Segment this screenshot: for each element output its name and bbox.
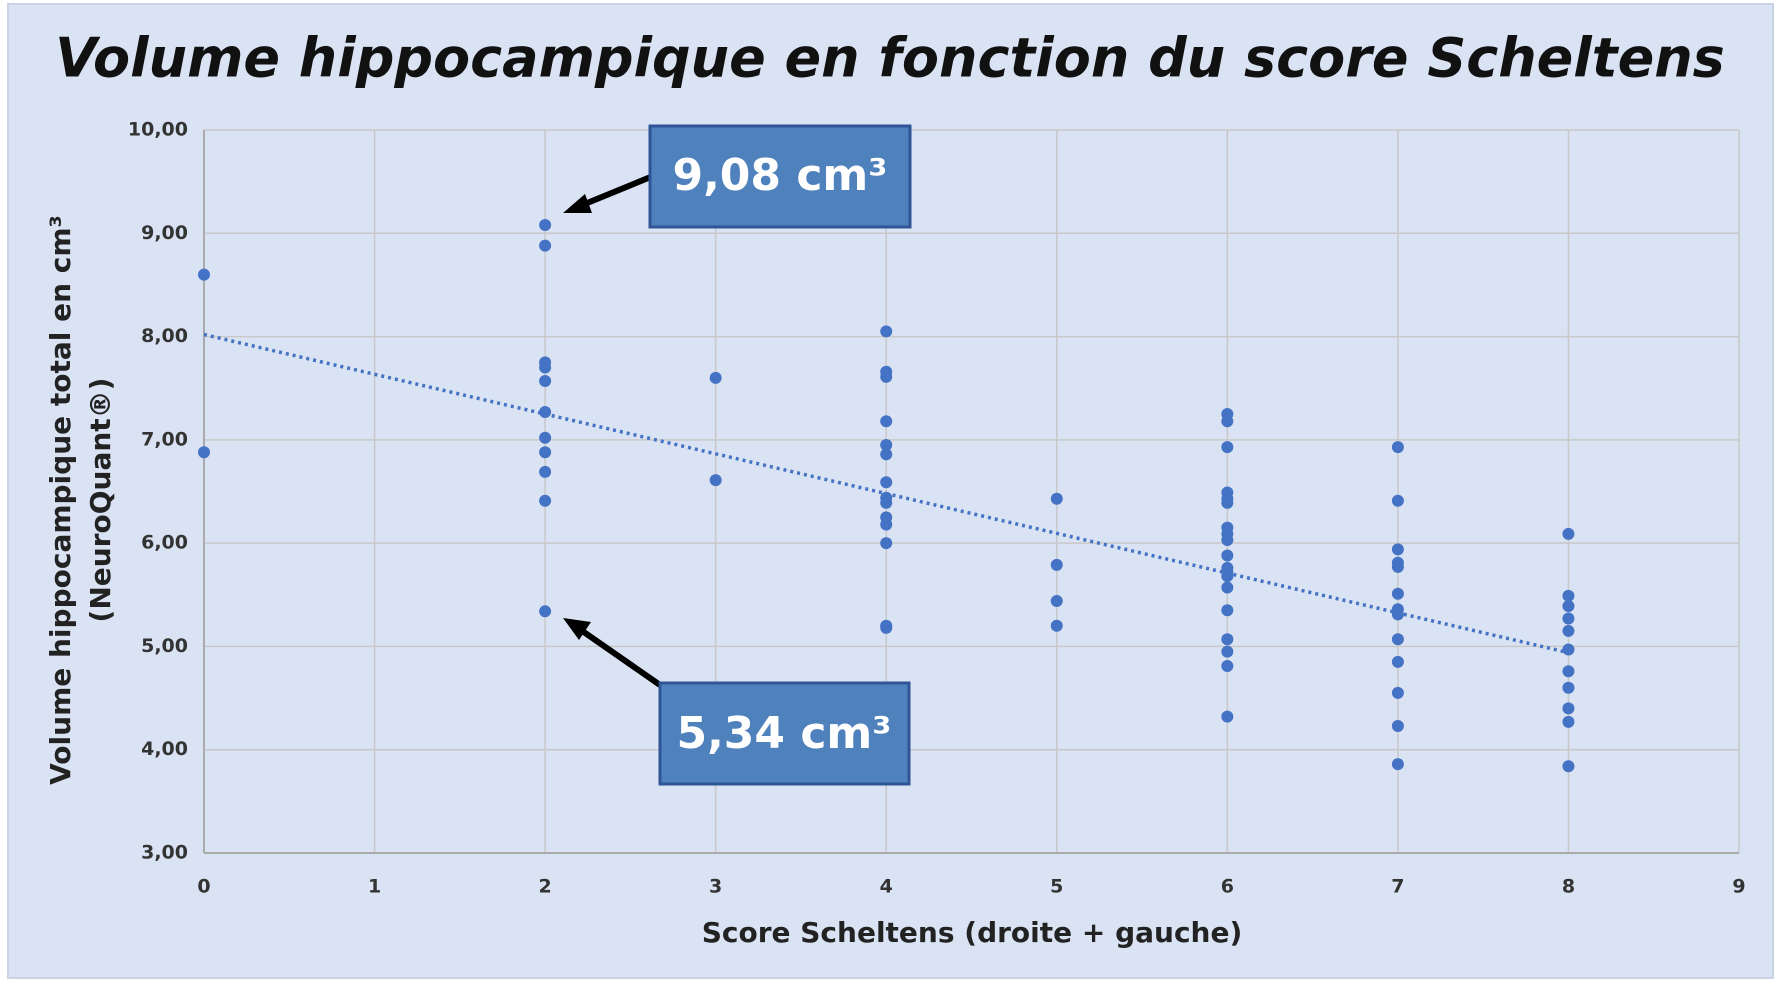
x-tick-label: 9 (1732, 876, 1745, 898)
point (1391, 719, 1404, 732)
point (1050, 492, 1063, 505)
y-axis-label-line: Volume hippocampique total en cm³ (44, 215, 77, 785)
chart-title: Volume hippocampique en fonction du scor… (55, 27, 1725, 90)
point (880, 537, 893, 550)
point (1391, 543, 1404, 556)
x-tick-label: 6 (1221, 876, 1234, 898)
point (1391, 655, 1404, 668)
plot: 3,00 4,00 5,00 6,00 7,00 8,00 9,00 10,00 0 1 2 3 4 5 6… (128, 119, 1746, 898)
point (1050, 594, 1063, 607)
point (1391, 560, 1404, 573)
point (539, 494, 552, 507)
point (1221, 660, 1234, 673)
point (880, 518, 893, 531)
y-tick-label: 10,00 (128, 119, 188, 141)
point (198, 446, 210, 459)
point (1221, 581, 1234, 594)
point (880, 415, 893, 428)
point (1562, 702, 1575, 715)
point (1221, 534, 1234, 547)
point (709, 474, 722, 487)
annotation-box (648, 124, 912, 229)
x-axis-label: Score Scheltens (droite + gauche) (702, 916, 1243, 949)
point (1221, 604, 1234, 617)
point (539, 446, 552, 459)
point (1221, 549, 1234, 562)
point (539, 405, 552, 418)
point (539, 219, 552, 232)
x-tick-label: 5 (1050, 876, 1063, 898)
point (539, 431, 552, 444)
point (880, 325, 893, 338)
y-axis-label: Volume hippocampique total en cm³ (Neuro… (44, 215, 117, 785)
point (1221, 633, 1234, 646)
point (1562, 715, 1575, 728)
point (539, 465, 552, 478)
x-tick-label: 4 (880, 876, 893, 898)
point (1391, 587, 1404, 600)
point (1562, 612, 1575, 625)
y-axis-label-line: (NeuroQuant®) (84, 378, 117, 623)
point (1050, 558, 1063, 571)
x-tick-label: 0 (197, 876, 210, 898)
point (1221, 415, 1234, 428)
point (1050, 619, 1063, 632)
point (880, 476, 893, 489)
arrow (576, 625, 662, 688)
point (1562, 600, 1575, 613)
x-tick-label: 1 (368, 876, 381, 898)
point (1221, 710, 1234, 723)
y-tick-label: 8,00 (141, 325, 188, 347)
annotation-box (658, 681, 911, 786)
point (1391, 441, 1404, 454)
point (880, 370, 893, 383)
point (880, 439, 893, 452)
y-tick-label: 4,00 (141, 738, 188, 760)
annotations: 9,08 cm³ 5,34 cm³ (563, 124, 912, 786)
point (1221, 570, 1234, 583)
y-tick-label: 9,00 (141, 222, 188, 244)
arrow-head (563, 194, 592, 213)
point (1221, 441, 1234, 454)
point (1391, 758, 1404, 771)
point (709, 371, 722, 384)
point (1562, 527, 1575, 540)
point (1562, 589, 1575, 602)
point (880, 448, 893, 461)
point (1391, 494, 1404, 507)
point (1391, 686, 1404, 699)
point (1562, 624, 1575, 637)
x-tick-label: 7 (1391, 876, 1404, 898)
point (1562, 681, 1575, 694)
x-tick-label: 8 (1562, 876, 1575, 898)
point (1221, 645, 1234, 658)
point (1562, 760, 1575, 773)
point (539, 374, 552, 387)
y-tick-label: 7,00 (141, 428, 188, 450)
point (1391, 633, 1404, 646)
point (1221, 496, 1234, 509)
y-tick-label: 5,00 (141, 635, 188, 657)
annotation-text: 9,08 cm³ (672, 150, 887, 201)
annotation-text: 5,34 cm³ (676, 708, 891, 759)
point (539, 239, 552, 252)
point (1391, 608, 1404, 621)
point (880, 496, 893, 509)
y-tick-label: 6,00 (141, 532, 188, 554)
point (1562, 665, 1575, 678)
point (1562, 643, 1575, 656)
point (880, 621, 893, 634)
y-tick-label: 3,00 (141, 842, 188, 864)
arrow-head (563, 618, 591, 640)
x-tick-label: 2 (538, 876, 551, 898)
point (539, 605, 552, 618)
x-tick-label: 3 (709, 876, 722, 898)
point (198, 268, 210, 281)
point (539, 361, 552, 374)
